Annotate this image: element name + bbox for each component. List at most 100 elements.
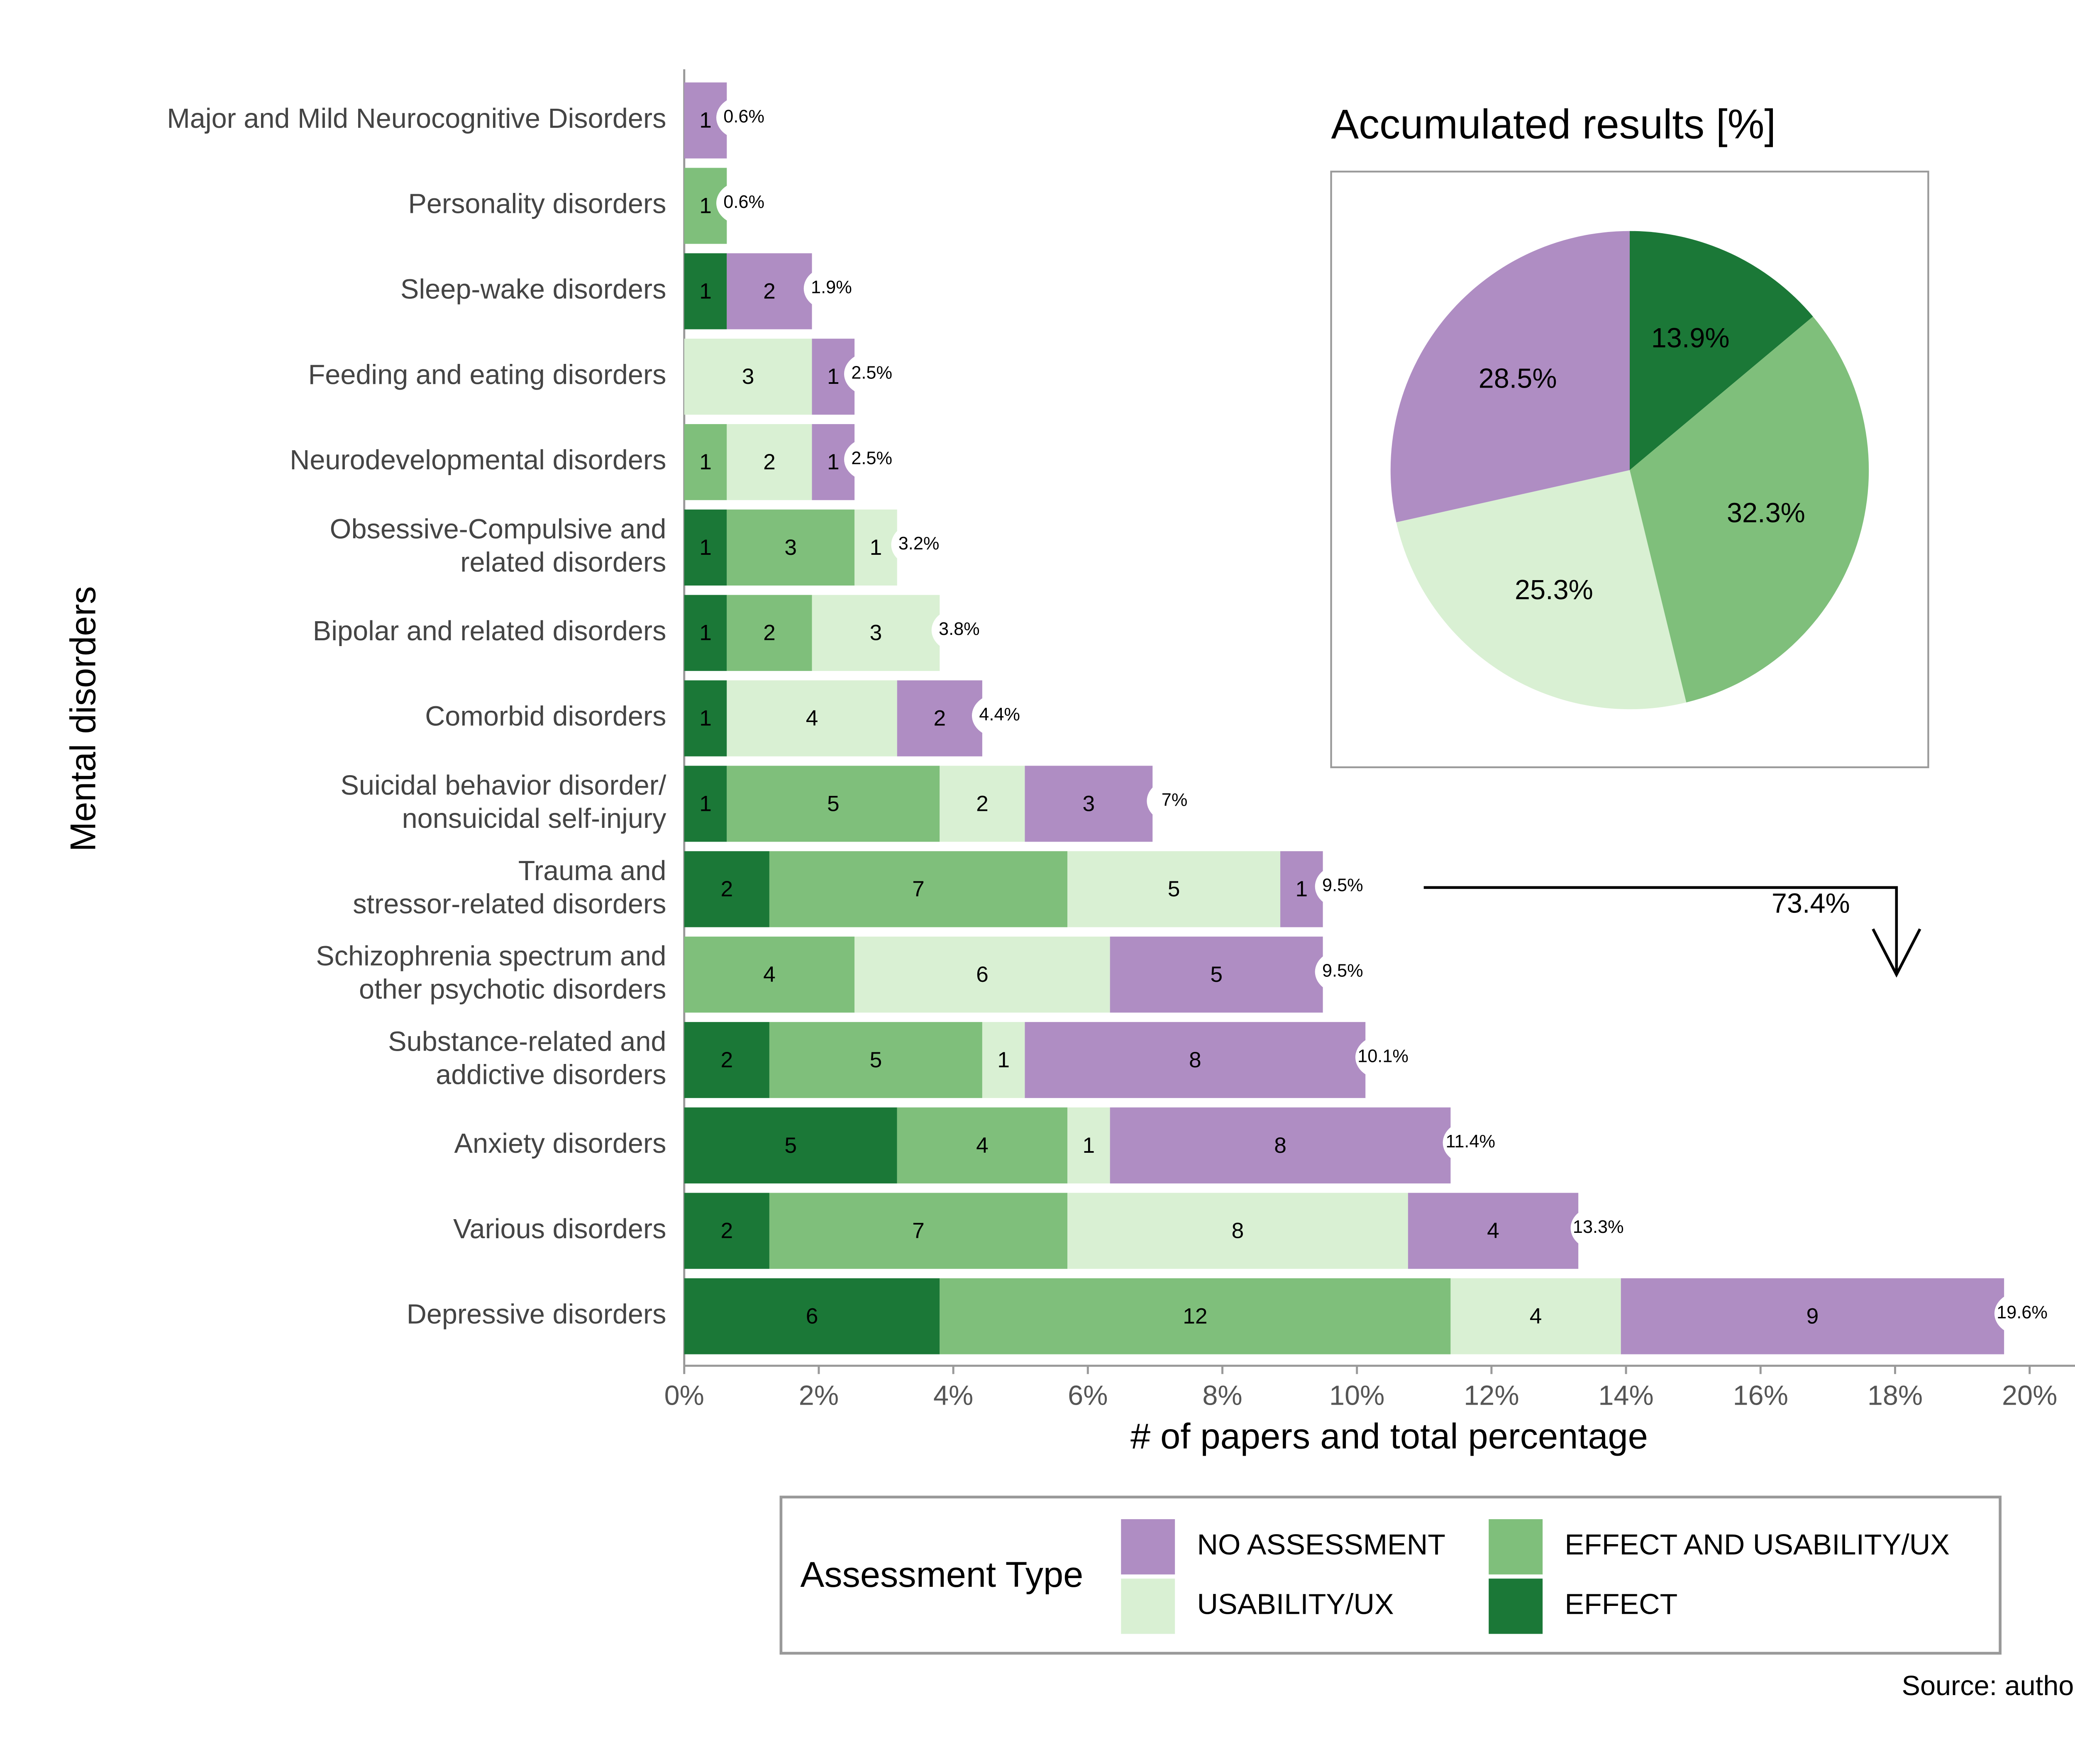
- bar-segment: [684, 595, 727, 671]
- category-label: Obsessive-Compulsive and related disorder…: [330, 514, 666, 578]
- pie-title: Accumulated results [%]: [1331, 101, 1776, 147]
- total-badge: [1315, 864, 1370, 909]
- total-label: 0.6%: [723, 107, 764, 127]
- segment-label: 5: [827, 791, 840, 816]
- category-label: Schizophrenia spectrum and other psychoti…: [316, 941, 666, 1005]
- category-label: Trauma and stressor-related disorders: [353, 855, 666, 919]
- bar-segment: [1621, 1278, 2004, 1354]
- bar-segment: [727, 424, 812, 500]
- bar-segment: [982, 1022, 1025, 1098]
- legend-label: EFFECT AND USABILITY/UX: [1565, 1528, 1950, 1561]
- bar-segment: [940, 766, 1025, 842]
- segment-label: 4: [976, 1133, 989, 1158]
- x-tick-label: 16%: [1733, 1380, 1788, 1411]
- bar-segment: [727, 253, 812, 329]
- total-badge: [803, 266, 859, 311]
- segment-label: 12: [1183, 1304, 1207, 1328]
- x-tick-label: 14%: [1598, 1380, 1653, 1411]
- bar-segment: [684, 424, 727, 500]
- segment-label: 1: [699, 279, 712, 303]
- segment-label: 2: [763, 621, 776, 645]
- total-label: 3.2%: [898, 534, 940, 554]
- bar-segment: [727, 595, 812, 671]
- segment-label: 6: [976, 962, 989, 987]
- category-label: Bipolar and related disorders: [313, 616, 666, 647]
- segment-label: 3: [870, 621, 882, 645]
- legend-label: NO ASSESSMENT: [1197, 1528, 1445, 1561]
- segment-label: 3: [742, 364, 754, 389]
- category-label: Depressive disorders: [407, 1299, 666, 1330]
- bar-segment: [1408, 1193, 1579, 1269]
- segment-label: 4: [806, 706, 818, 731]
- pie-slice: [1396, 470, 1687, 710]
- total-badge: [891, 522, 947, 567]
- bar-segment: [1067, 1193, 1408, 1269]
- total-label: 13.3%: [1573, 1217, 1624, 1237]
- segment-label: 4: [763, 962, 776, 987]
- category-label: Comorbid disorders: [425, 701, 666, 732]
- total-badge: [844, 437, 900, 482]
- bar-segment: [684, 1278, 940, 1354]
- segment-label: 1: [699, 450, 712, 474]
- segment-label: 5: [784, 1133, 797, 1158]
- segment-label: 1: [1296, 877, 1308, 901]
- segment-label: 2: [721, 877, 733, 901]
- segment-label: 1: [827, 364, 840, 389]
- x-tick-label: 12%: [1464, 1380, 1519, 1411]
- bar-segment: [769, 1022, 982, 1098]
- bar-segment: [1067, 1107, 1110, 1183]
- legend-key: [1121, 1579, 1175, 1634]
- bar-segment: [1110, 1107, 1451, 1183]
- bar-segment: [684, 509, 727, 586]
- segment-label: 5: [1210, 962, 1223, 987]
- segment-label: 2: [721, 1219, 733, 1243]
- total-label: 11.4%: [1445, 1132, 1495, 1152]
- segment-label: 5: [1168, 877, 1180, 901]
- legend-box: [779, 1496, 2002, 1655]
- segment-label: 9: [1806, 1304, 1819, 1328]
- total-label: 4.4%: [979, 705, 1020, 725]
- legend-label: USABILITY/UX: [1197, 1588, 1394, 1620]
- pie-slice: [1629, 316, 1869, 703]
- category-label: Anxiety disorders: [454, 1128, 666, 1159]
- x-axis-title: # of papers and total percentage: [1130, 1417, 1648, 1457]
- segment-label: 7: [912, 1219, 925, 1243]
- bar-segment: [684, 253, 727, 329]
- segment-label: 3: [1083, 791, 1095, 816]
- category-label: Substance-related and addictive disorders: [388, 1026, 666, 1090]
- category-label: Personality disorders: [408, 189, 666, 220]
- total-badge: [1570, 1206, 1626, 1250]
- total-badge: [716, 181, 772, 225]
- category-label: Neurodevelopmental disorders: [290, 445, 666, 476]
- pie-label: 28.5%: [1479, 363, 1557, 394]
- legend-title: Assessment Type: [801, 1555, 1084, 1595]
- bar-segment: [727, 680, 897, 756]
- category-label: Sleep-wake disorders: [400, 274, 666, 305]
- segment-label: 1: [699, 108, 712, 133]
- segment-label: 1: [699, 193, 712, 218]
- segment-label: 2: [933, 706, 946, 731]
- segment-label: 1: [870, 535, 882, 560]
- x-tick-label: 4%: [933, 1380, 973, 1411]
- segment-label: 1: [699, 706, 712, 731]
- total-label: 10.1%: [1357, 1046, 1409, 1066]
- segment-label: 1: [827, 450, 840, 474]
- x-tick-label: 0%: [664, 1380, 704, 1411]
- bar-segment: [897, 1107, 1068, 1183]
- bar-segment: [684, 1107, 897, 1183]
- pie-label: 32.3%: [1727, 498, 1805, 528]
- category-label: Feeding and eating disorders: [308, 359, 666, 390]
- bar-segment: [812, 595, 940, 671]
- x-tick-label: 6%: [1068, 1380, 1108, 1411]
- segment-label: 6: [806, 1304, 818, 1328]
- total-label: 19.6%: [1997, 1303, 2048, 1322]
- segment-label: 2: [721, 1048, 733, 1072]
- category-label: Major and Mild Neurocognitive Disorders: [167, 103, 666, 134]
- total-badge: [844, 351, 900, 396]
- pie-slice: [1390, 231, 1630, 522]
- segment-label: 4: [1487, 1219, 1499, 1243]
- bar-segment: [684, 851, 769, 927]
- total-badge: [1355, 1035, 1411, 1080]
- total-label: 3.8%: [939, 619, 980, 639]
